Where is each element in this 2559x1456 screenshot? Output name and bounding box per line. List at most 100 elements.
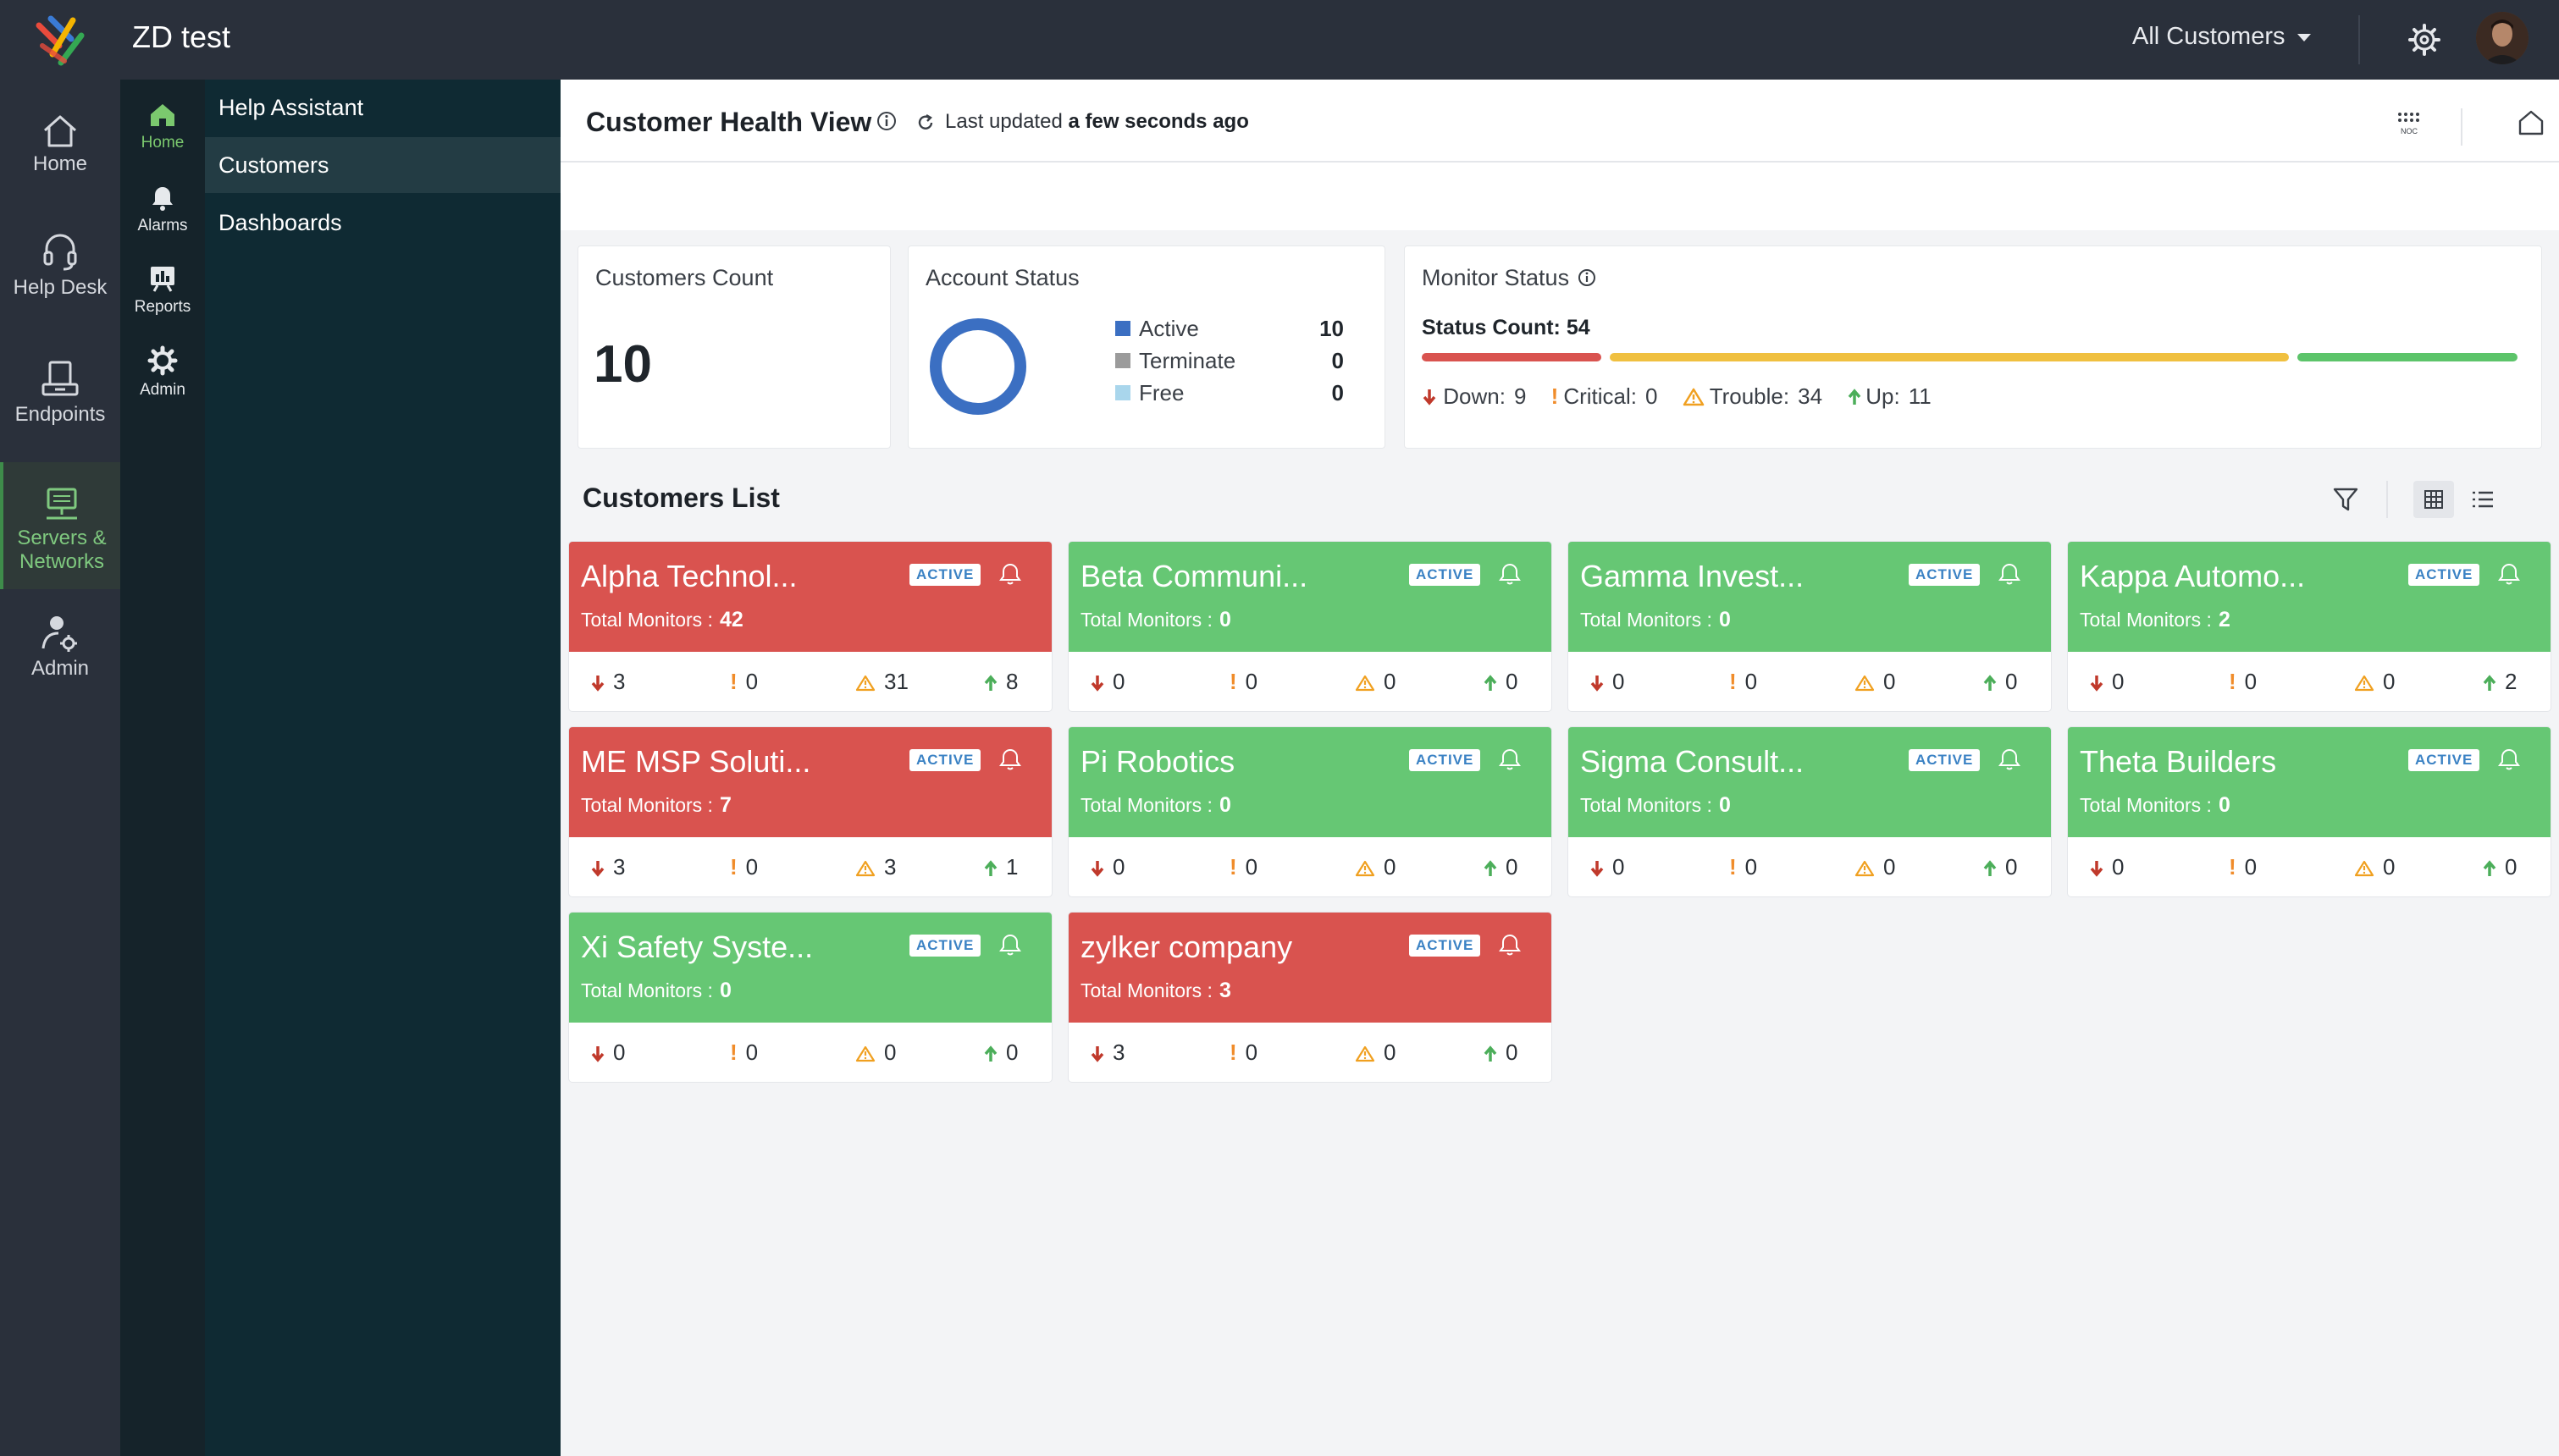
bell-icon[interactable]: [1998, 747, 2020, 771]
up-count[interactable]: 0: [2483, 852, 2517, 881]
bell-icon[interactable]: [2498, 562, 2520, 586]
customer-name[interactable]: Sigma Consult...: [1580, 744, 1805, 779]
down-count[interactable]: 0: [1091, 667, 1125, 696]
trouble-count[interactable]: 3: [855, 852, 896, 881]
legend-free[interactable]: Free 0: [1115, 378, 1344, 407]
alarm-button[interactable]: [1499, 562, 1521, 590]
bell-icon[interactable]: [2498, 747, 2520, 771]
user-avatar[interactable]: [2476, 12, 2529, 64]
noc-view-icon[interactable]: NOC: [2395, 110, 2424, 139]
bell-icon[interactable]: [999, 933, 1021, 957]
alarm-button[interactable]: [1499, 747, 1521, 775]
trouble-count[interactable]: 0: [1854, 852, 1895, 881]
account-status-donut-chart[interactable]: [927, 316, 1029, 417]
up-count[interactable]: 8: [984, 667, 1018, 696]
info-icon[interactable]: [876, 110, 898, 132]
bell-icon[interactable]: [999, 747, 1021, 771]
critical-count[interactable]: ! 0: [1230, 852, 1257, 881]
up-count[interactable]: 0: [1983, 667, 2017, 696]
trouble-count[interactable]: 0: [2354, 667, 2395, 696]
down-count[interactable]: 0: [1590, 852, 1624, 881]
nav-servers-networks[interactable]: Servers & Networks: [0, 462, 120, 589]
nav-home[interactable]: Home: [0, 113, 120, 176]
customer-tile[interactable]: Pi Robotics ACTIVE Total Monitors :0 0! 0 0 0: [1069, 727, 1551, 896]
down-count[interactable]: 3: [1091, 1038, 1125, 1067]
nav-help-desk[interactable]: Help Desk: [0, 232, 120, 300]
up-count[interactable]: 0: [984, 1038, 1018, 1067]
down-count[interactable]: 0: [1590, 667, 1624, 696]
trouble-count[interactable]: 0: [1355, 667, 1396, 696]
customer-name[interactable]: Theta Builders: [2080, 744, 2277, 779]
alarm-button[interactable]: [999, 933, 1021, 961]
critical-count[interactable]: ! 0: [730, 852, 758, 881]
customer-name[interactable]: Xi Safety Syste...: [581, 929, 814, 964]
customer-name[interactable]: Beta Communi...: [1081, 559, 1308, 593]
critical-count[interactable]: ! 0: [2229, 667, 2257, 696]
submenu-customers[interactable]: Customers: [205, 137, 561, 193]
status-bar-down[interactable]: [1422, 353, 1601, 361]
alarm-button[interactable]: [2498, 562, 2520, 590]
legend-terminate[interactable]: Terminate 0: [1115, 346, 1344, 375]
alarm-button[interactable]: [999, 747, 1021, 775]
up-count[interactable]: 0: [1983, 852, 2017, 881]
submenu-help-assistant[interactable]: Help Assistant: [218, 95, 364, 120]
legend-active[interactable]: Active 10: [1115, 314, 1344, 343]
customer-name[interactable]: ME MSP Soluti...: [581, 744, 811, 779]
nav-endpoints[interactable]: Endpoints: [0, 359, 120, 427]
customer-scope-dropdown[interactable]: All Customers: [2132, 17, 2311, 56]
bell-icon[interactable]: [1499, 562, 1521, 586]
settings-gear-icon[interactable]: [2405, 20, 2444, 59]
alarm-button[interactable]: [1998, 747, 2020, 775]
down-count[interactable]: 0: [591, 1038, 625, 1067]
down-count[interactable]: 0: [2090, 667, 2124, 696]
bell-icon[interactable]: [999, 562, 1021, 586]
up-count[interactable]: 0: [1484, 1038, 1517, 1067]
up-count[interactable]: 0: [1484, 852, 1517, 881]
down-count[interactable]: 0: [2090, 852, 2124, 881]
customer-tile[interactable]: Xi Safety Syste... ACTIVE Total Monitors :…: [569, 913, 1052, 1082]
trouble-count[interactable]: 0: [1355, 1038, 1396, 1067]
customer-tile[interactable]: Kappa Automo... ACTIVE Total Monitors : 2 0!…: [2068, 542, 2551, 711]
customer-tile[interactable]: Theta Builders ACTIVE Total Monitors :0 0! 0…: [2068, 727, 2551, 896]
bell-icon[interactable]: [1499, 747, 1521, 771]
customer-name[interactable]: Gamma Invest...: [1580, 559, 1805, 593]
subnav-reports[interactable]: Reports: [120, 264, 205, 317]
up-count[interactable]: 0: [1484, 667, 1517, 696]
trouble-count[interactable]: 31: [855, 667, 909, 696]
trouble-count[interactable]: 0: [1854, 667, 1895, 696]
up-count[interactable]: 1: [984, 852, 1018, 881]
alarm-button[interactable]: [1499, 933, 1521, 961]
critical-count[interactable]: ! 0: [1230, 1038, 1257, 1067]
critical-count[interactable]: ! 0: [1729, 667, 1757, 696]
refresh-icon[interactable]: [916, 113, 935, 132]
customer-name[interactable]: Pi Robotics: [1081, 744, 1235, 779]
list-view-button[interactable]: [2462, 481, 2503, 518]
status-bar-trouble[interactable]: [1610, 353, 2289, 361]
grid-view-button[interactable]: [2413, 481, 2454, 518]
up-count[interactable]: 2: [2483, 667, 2517, 696]
trouble-count[interactable]: 0: [1355, 852, 1396, 881]
alarm-button[interactable]: [999, 562, 1021, 590]
down-count[interactable]: 0: [1091, 852, 1125, 881]
customer-name[interactable]: Kappa Automo...: [2080, 559, 2306, 593]
trouble-count[interactable]: 0: [855, 1038, 896, 1067]
status-bar-up[interactable]: [2297, 353, 2518, 361]
customer-tile[interactable]: Gamma Invest... ACTIVE Total Monitors : 0 0!…: [1568, 542, 2051, 711]
customer-tile[interactable]: zylker company ACTIVE Total Monitors :3 3! 0…: [1069, 913, 1551, 1082]
critical-count[interactable]: ! 0: [730, 667, 758, 696]
alarm-button[interactable]: [2498, 747, 2520, 775]
subnav-alarms[interactable]: Alarms: [120, 185, 205, 235]
customer-name[interactable]: Alpha Technol...: [581, 559, 798, 593]
dashboard-home-icon[interactable]: [2517, 108, 2545, 137]
critical-count[interactable]: ! 0: [2229, 852, 2257, 881]
customer-name[interactable]: zylker company: [1081, 929, 1293, 964]
customer-tile[interactable]: Beta Communi... ACTIVE Total Monitors : 0 0!…: [1069, 542, 1551, 711]
alarm-button[interactable]: [1998, 562, 2020, 590]
nav-admin[interactable]: Admin: [0, 613, 120, 681]
bell-icon[interactable]: [1998, 562, 2020, 586]
customer-tile[interactable]: Alpha Technol... ACTIVE Total Monitors : 42…: [569, 542, 1052, 711]
subnav-admin[interactable]: Admin: [120, 345, 205, 400]
subnav-home[interactable]: Home: [120, 102, 205, 152]
customer-tile[interactable]: ME MSP Soluti... ACTIVE Total Monitors : 7 3…: [569, 727, 1052, 896]
info-icon[interactable]: [1578, 268, 1596, 287]
